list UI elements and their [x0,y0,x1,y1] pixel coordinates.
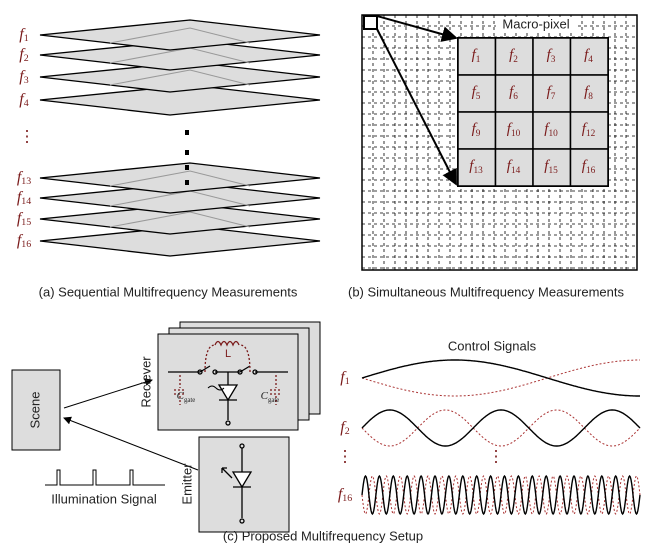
label-sub: 2 [513,55,518,65]
subscript-label: f1 [340,369,349,388]
label-sub: 7 [551,92,556,102]
label-sub: 15 [21,217,31,228]
waves [362,360,640,514]
caption: (b) Simultaneous Multifrequency Measurem… [348,284,625,299]
figure: f1f2f3f4f5f6f7f8f9f10f10f12f13f14f15f16 … [0,0,646,546]
label-sub: 10 [511,129,521,139]
subscript-label: f4 [19,91,28,110]
subscript-label: f2 [19,46,28,65]
label-sub: 4 [588,55,593,65]
subscript-label: f16 [338,486,352,505]
label-sub: 14 [21,196,31,207]
scene-label: Scene [27,392,42,429]
subscript-label: f16 [17,232,31,251]
illumination-pulses [45,470,165,485]
ellipsis: ⋮ [488,449,504,466]
subscript-label: f13 [17,169,31,188]
label-sub: 3 [551,55,556,65]
pixel-highlight [364,16,377,29]
control-title: Control Signals [448,338,537,353]
wave [362,476,640,514]
receiver-label: Reciever [138,356,153,408]
label-sub: 10 [548,129,558,139]
label-sub: 1 [476,55,481,65]
label-sub: 6 [513,92,518,102]
label-sub: 13 [21,176,31,187]
label-sub: 12 [586,129,596,139]
label-sub: 9 [476,129,481,139]
label-sub: gate [268,397,279,404]
label-sub: 14 [511,166,521,176]
subscript-label: f3 [19,68,28,87]
label-sub: 8 [588,92,593,102]
label-sub: 3 [24,75,29,86]
label-sub: 1 [24,33,29,44]
label-sub: 1 [345,376,350,387]
label-sub: 4 [24,98,29,109]
label-sub: 15 [548,166,558,176]
subscript-label: f14 [17,189,31,208]
label-sub: 16 [342,493,352,504]
label-sub: 2 [24,53,29,64]
subscript-label: f15 [17,210,31,229]
label-sub: 5 [476,92,481,102]
layer [40,163,320,193]
ellipsis: ⋮ [337,449,353,466]
label-sub: 16 [586,166,596,176]
subscript-label: f1 [19,26,28,45]
illumination-label: Illumination Signal [51,491,157,506]
label-sub: 16 [21,239,31,250]
layer [40,20,320,50]
emitter-label: Emitter [179,463,194,505]
label-sub: gate [184,397,195,404]
label-sub: 2 [345,426,350,437]
layers [40,20,320,256]
ellipsis: ⋮ [19,129,35,146]
caption: (a) Sequential Multifrequency Measuremen… [39,284,298,299]
inductor-label: L [225,348,231,360]
label-sub: 13 [473,166,483,176]
caption: (c) Proposed Multifrequency Setup [223,528,423,543]
macro-title: Macro-pixel [502,16,569,31]
subscript-label: f2 [340,419,349,438]
